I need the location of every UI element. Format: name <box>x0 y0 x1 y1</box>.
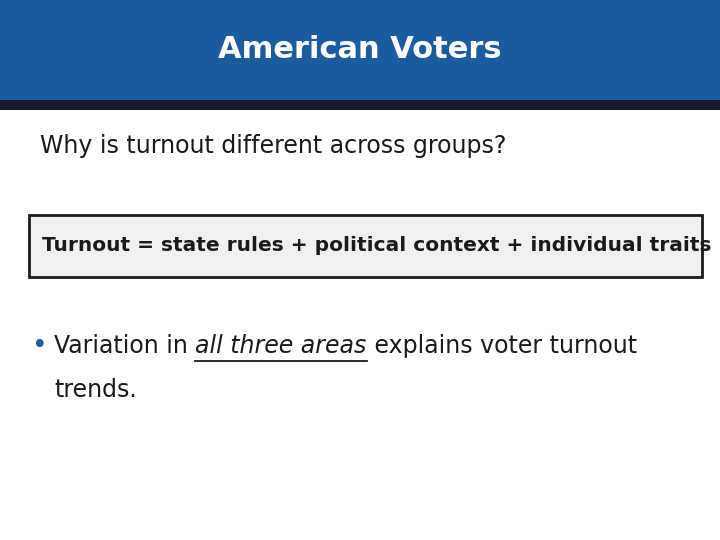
FancyBboxPatch shape <box>29 214 702 276</box>
Text: Variation in: Variation in <box>54 334 195 357</box>
Text: Why is turnout different across groups?: Why is turnout different across groups? <box>40 134 506 158</box>
Text: •: • <box>32 333 48 359</box>
Text: American Voters: American Voters <box>218 36 502 64</box>
Text: all three areas: all three areas <box>195 334 366 357</box>
Text: trends.: trends. <box>54 378 137 402</box>
Text: explains voter turnout: explains voter turnout <box>366 334 636 357</box>
Text: Turnout = state rules + political context + individual traits: Turnout = state rules + political contex… <box>42 236 711 255</box>
FancyBboxPatch shape <box>0 100 720 110</box>
FancyBboxPatch shape <box>0 0 720 100</box>
